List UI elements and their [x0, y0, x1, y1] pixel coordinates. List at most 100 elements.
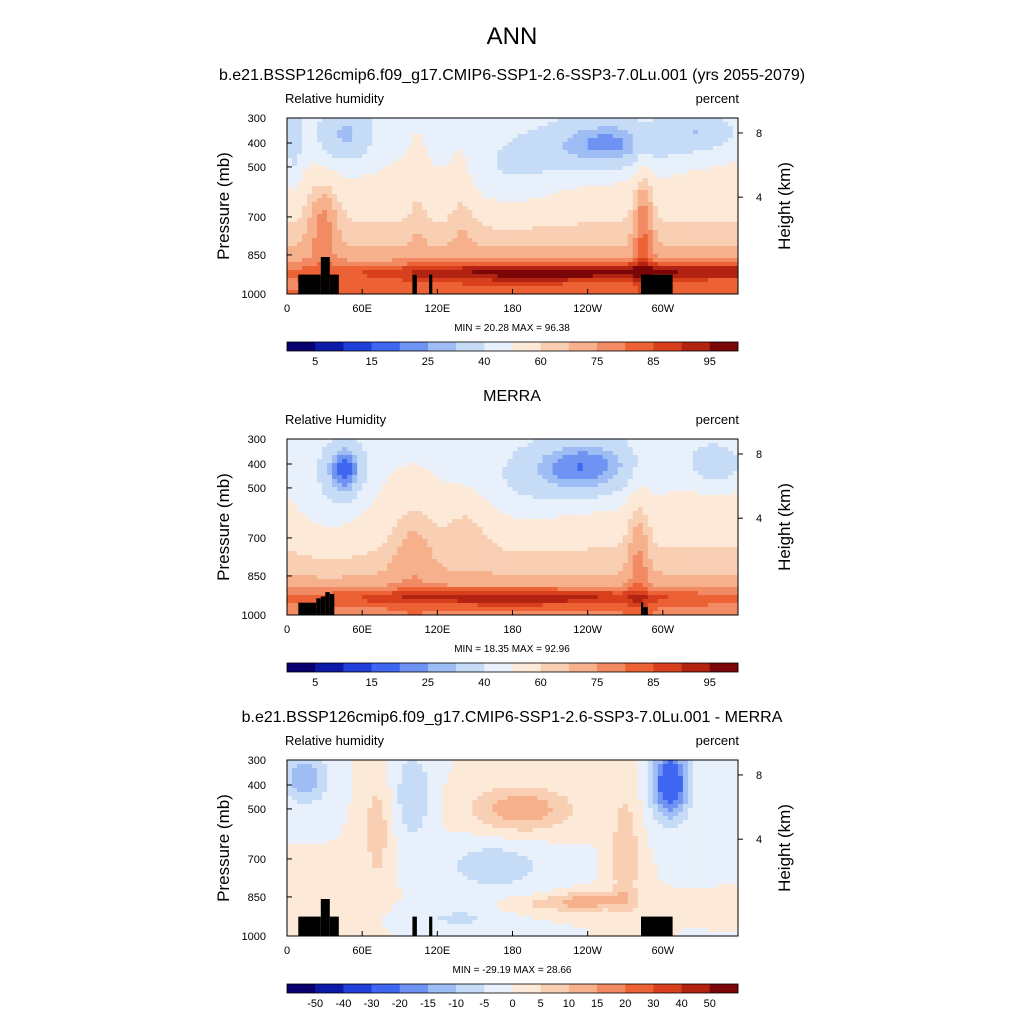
field-cell	[317, 218, 323, 223]
field-cell	[477, 190, 484, 195]
field-cell	[362, 234, 368, 239]
field-cell	[617, 250, 624, 255]
field-cell	[652, 463, 659, 468]
field-cell	[562, 222, 569, 227]
field-cell	[562, 254, 569, 259]
field-cell	[482, 138, 489, 143]
field-cell	[292, 142, 298, 147]
field-cell	[437, 194, 443, 199]
field-cell	[537, 286, 544, 291]
field-cell	[447, 182, 453, 187]
field-cell	[482, 118, 489, 123]
field-cell	[382, 234, 388, 239]
field-cell	[712, 126, 719, 131]
field-cell	[292, 126, 298, 131]
field-cell	[607, 126, 614, 131]
field-cell	[662, 210, 669, 215]
field-cell	[597, 130, 604, 135]
field-cell	[722, 222, 729, 227]
field-cell	[507, 242, 514, 247]
field-cell	[727, 278, 734, 283]
field-cell	[302, 455, 308, 460]
field-cell	[672, 238, 679, 243]
field-cell	[707, 258, 714, 263]
field-cell	[532, 274, 539, 279]
field-cell	[307, 194, 313, 199]
field-cell	[717, 226, 724, 231]
field-cell	[337, 250, 343, 255]
field-cell	[307, 206, 313, 211]
field-cell	[302, 230, 308, 235]
field-cell	[697, 230, 704, 235]
field-cell	[497, 266, 504, 271]
field-cell	[612, 278, 619, 283]
field-cell	[412, 126, 418, 131]
field-cell	[642, 443, 649, 448]
field-cell	[297, 451, 303, 456]
field-cell	[567, 154, 574, 159]
field-cell	[652, 122, 659, 127]
field-cell	[402, 182, 408, 187]
field-cell	[287, 206, 293, 211]
field-cell	[727, 270, 734, 275]
field-cell	[602, 166, 609, 171]
field-cell	[707, 218, 714, 223]
field-cell	[287, 278, 293, 283]
field-cell	[367, 443, 373, 448]
field-cell	[312, 150, 318, 155]
field-cell	[517, 210, 524, 215]
field-cell	[287, 158, 293, 163]
field-cell	[597, 150, 604, 155]
field-cell	[607, 270, 614, 275]
field-cell	[702, 142, 709, 147]
field-cell	[602, 479, 609, 484]
field-cell	[662, 142, 669, 147]
field-cell	[667, 238, 674, 243]
field-cell	[537, 162, 544, 167]
field-cell	[532, 214, 539, 219]
field-cell	[562, 282, 569, 287]
field-cell	[647, 146, 654, 151]
field-cell	[482, 447, 489, 452]
field-cell	[612, 198, 619, 203]
field-cell	[552, 258, 559, 263]
field-cell	[487, 158, 494, 163]
field-cell	[362, 290, 368, 294]
field-cell	[492, 282, 499, 287]
field-cell	[492, 475, 499, 480]
field-cell	[407, 262, 413, 267]
field-cell	[427, 447, 433, 452]
field-cell	[382, 122, 388, 127]
field-cell	[402, 138, 408, 143]
field-cell	[627, 226, 634, 231]
field-cell	[642, 162, 649, 167]
field-cell	[557, 270, 564, 275]
field-cell	[572, 270, 579, 275]
field-cell	[517, 222, 524, 227]
field-cell	[522, 459, 529, 464]
field-cell	[612, 439, 619, 444]
field-cell	[477, 270, 484, 275]
field-cell	[422, 118, 428, 123]
field-cell	[372, 174, 378, 179]
field-cell	[477, 158, 484, 163]
field-cell	[397, 134, 403, 139]
field-cell	[502, 475, 509, 480]
field-cell	[732, 194, 738, 199]
field-cell	[577, 234, 584, 239]
field-cell	[372, 190, 378, 195]
field-cell	[337, 166, 343, 171]
field-cell	[367, 234, 373, 239]
field-cell	[297, 154, 303, 159]
field-cell	[397, 471, 403, 476]
field-cell	[692, 154, 699, 159]
field-cell	[582, 250, 589, 255]
field-cell	[402, 238, 408, 243]
field-cell	[727, 182, 734, 187]
field-cell	[397, 130, 403, 135]
field-cell	[557, 210, 564, 215]
field-cell	[482, 274, 489, 279]
colorbar-segment	[540, 342, 570, 351]
field-cell	[412, 174, 418, 179]
field-cell	[357, 467, 363, 472]
